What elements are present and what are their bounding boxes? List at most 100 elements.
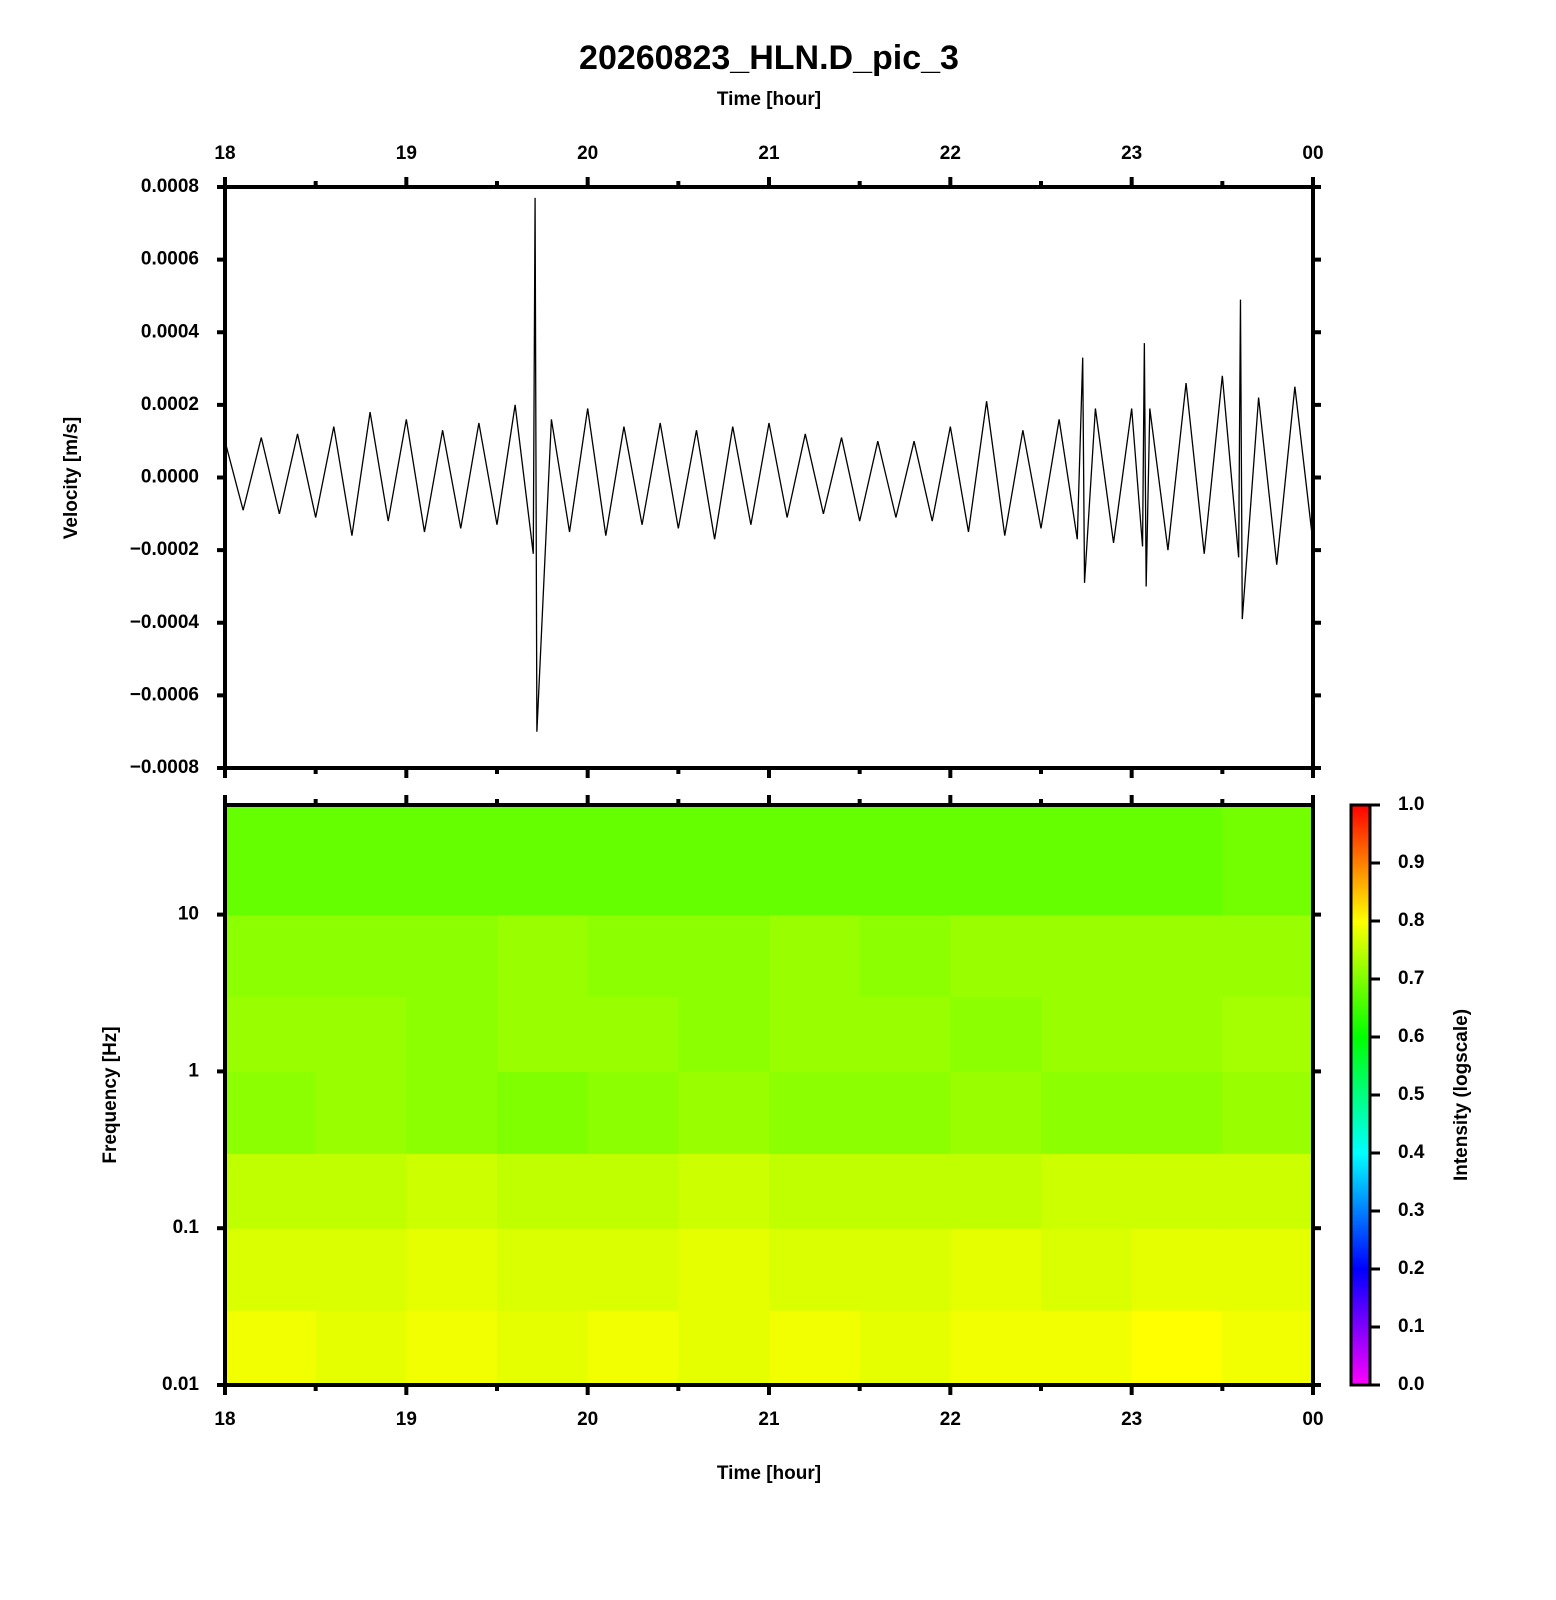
heatmap-cell — [1041, 996, 1133, 1072]
x-tick-label: 18 — [214, 143, 235, 164]
waveform — [224, 197, 1314, 732]
heatmap-cell — [1222, 805, 1314, 916]
heatmap-cell — [950, 914, 1042, 998]
x-tick-label: 23 — [1121, 1409, 1142, 1430]
heatmap-cell — [678, 996, 770, 1072]
x-tick-label: 21 — [758, 1409, 780, 1430]
heatmap-cell — [587, 1153, 679, 1229]
heatmap-cell — [225, 805, 317, 916]
heatmap-cell — [1131, 1310, 1223, 1386]
heatmap-cell — [587, 1310, 679, 1386]
heatmap-cell — [587, 996, 679, 1072]
heatmap-cell — [950, 996, 1042, 1072]
colorbar-tick-label: 0.2 — [1398, 1258, 1424, 1279]
heatmap-cell — [950, 1071, 1042, 1154]
heatmap-cell — [859, 1310, 951, 1386]
heatmap-cell — [1131, 1228, 1223, 1311]
heatmap-cell — [406, 1310, 498, 1386]
y-tick-label: 1 — [188, 1060, 199, 1081]
heatmap-cell — [769, 996, 861, 1072]
y-tick-label: −0.0006 — [130, 684, 199, 705]
x-tick-label: 20 — [577, 143, 598, 164]
heatmap-cell — [587, 805, 679, 916]
heatmap-cell — [225, 1153, 317, 1229]
x-tick-label: 23 — [1121, 143, 1142, 164]
heatmap-cell — [769, 1071, 861, 1154]
heatmap-cell — [225, 1071, 317, 1154]
heatmap-cell — [769, 1153, 861, 1229]
colorbar-tick-label: 0.9 — [1398, 852, 1424, 873]
heatmap-cell — [406, 805, 498, 916]
heatmap-cell — [225, 996, 317, 1072]
y-tick-label: −0.0004 — [130, 612, 200, 633]
x-tick-label: 00 — [1302, 1409, 1323, 1430]
y-tick-label: 0.0000 — [141, 467, 199, 488]
colorbar-tick-label: 0.4 — [1398, 1142, 1425, 1163]
heatmap-cell — [950, 1228, 1042, 1311]
heatmap-cell — [497, 1071, 589, 1154]
heatmap-cell — [1041, 805, 1133, 916]
colorbar-label: Intensity (logscale) — [1451, 1009, 1472, 1181]
heatmap-cell — [587, 1228, 679, 1311]
heatmap-cell — [950, 1153, 1042, 1229]
heatmap-cell — [950, 1310, 1042, 1386]
heatmap-cell — [315, 1228, 407, 1311]
heatmap-cell — [769, 914, 861, 998]
y-tick-label: −0.0002 — [130, 539, 199, 560]
heatmap-cell — [678, 805, 770, 916]
heatmap-cell — [859, 914, 951, 998]
heatmap-cell — [497, 996, 589, 1072]
heatmap-cell — [497, 805, 589, 916]
plot-frame — [223, 185, 1315, 770]
heatmap-cell — [315, 1071, 407, 1154]
y-tick-label: 0.0002 — [141, 394, 199, 415]
heatmap-cell — [950, 805, 1042, 916]
heatmap-cell — [1131, 914, 1223, 998]
heatmap-cell — [497, 914, 589, 998]
heatmap-cell — [497, 1153, 589, 1229]
heatmap-cell — [769, 1228, 861, 1311]
y-tick-label: 0.0008 — [141, 176, 199, 197]
y-axis-label: Velocity [m/s] — [61, 417, 82, 540]
heatmap-cell — [497, 1310, 589, 1386]
heatmap-cell — [1131, 1153, 1223, 1229]
heatmap-cell — [859, 1228, 951, 1311]
x-tick-label: 20 — [577, 1409, 598, 1430]
y-tick-label: −0.0008 — [130, 757, 199, 778]
heatmap-cell — [769, 805, 861, 916]
y-tick-label: 10 — [178, 904, 199, 925]
heatmap-cell — [1131, 996, 1223, 1072]
chart-title: 20260823_HLN.D_pic_3 — [579, 39, 959, 77]
heatmap-cell — [1041, 914, 1133, 998]
heatmap-cell — [315, 996, 407, 1072]
heatmap-cell — [1041, 1228, 1133, 1311]
heatmap-cell — [769, 1310, 861, 1386]
x-tick-label: 00 — [1302, 143, 1323, 164]
heatmap-cell — [406, 1071, 498, 1154]
heatmap-cell — [587, 914, 679, 998]
colorbar-tick-label: 0.5 — [1398, 1084, 1425, 1105]
heatmap-cell — [587, 1071, 679, 1154]
heatmap-cell — [859, 1153, 951, 1229]
heatmap-cell — [678, 914, 770, 998]
y-tick-label: 0.1 — [173, 1217, 200, 1238]
x-axis-label: Time [hour] — [717, 89, 821, 110]
y-tick-label: 0.0004 — [141, 321, 200, 342]
heatmap-cell — [1041, 1310, 1133, 1386]
y-axis-label: Frequency [Hz] — [100, 1026, 121, 1163]
heatmap-cell — [1222, 1071, 1314, 1154]
colorbar-tick-label: 0.3 — [1398, 1200, 1424, 1221]
heatmap-cell — [315, 914, 407, 998]
heatmap-cell — [859, 805, 951, 916]
heatmap-cell — [678, 1310, 770, 1386]
heatmap-cell — [1131, 1071, 1223, 1154]
heatmap-cell — [1222, 914, 1314, 998]
heatmap-cell — [1222, 1228, 1314, 1311]
x-tick-label: 22 — [940, 1409, 961, 1430]
heatmap-cell — [1041, 1153, 1133, 1229]
heatmap-cell — [315, 1153, 407, 1229]
heatmap-cell — [1222, 996, 1314, 1072]
heatmap-cell — [678, 1228, 770, 1311]
colorbar-tick-label: 0.6 — [1398, 1026, 1424, 1047]
heatmap-cell — [406, 996, 498, 1072]
